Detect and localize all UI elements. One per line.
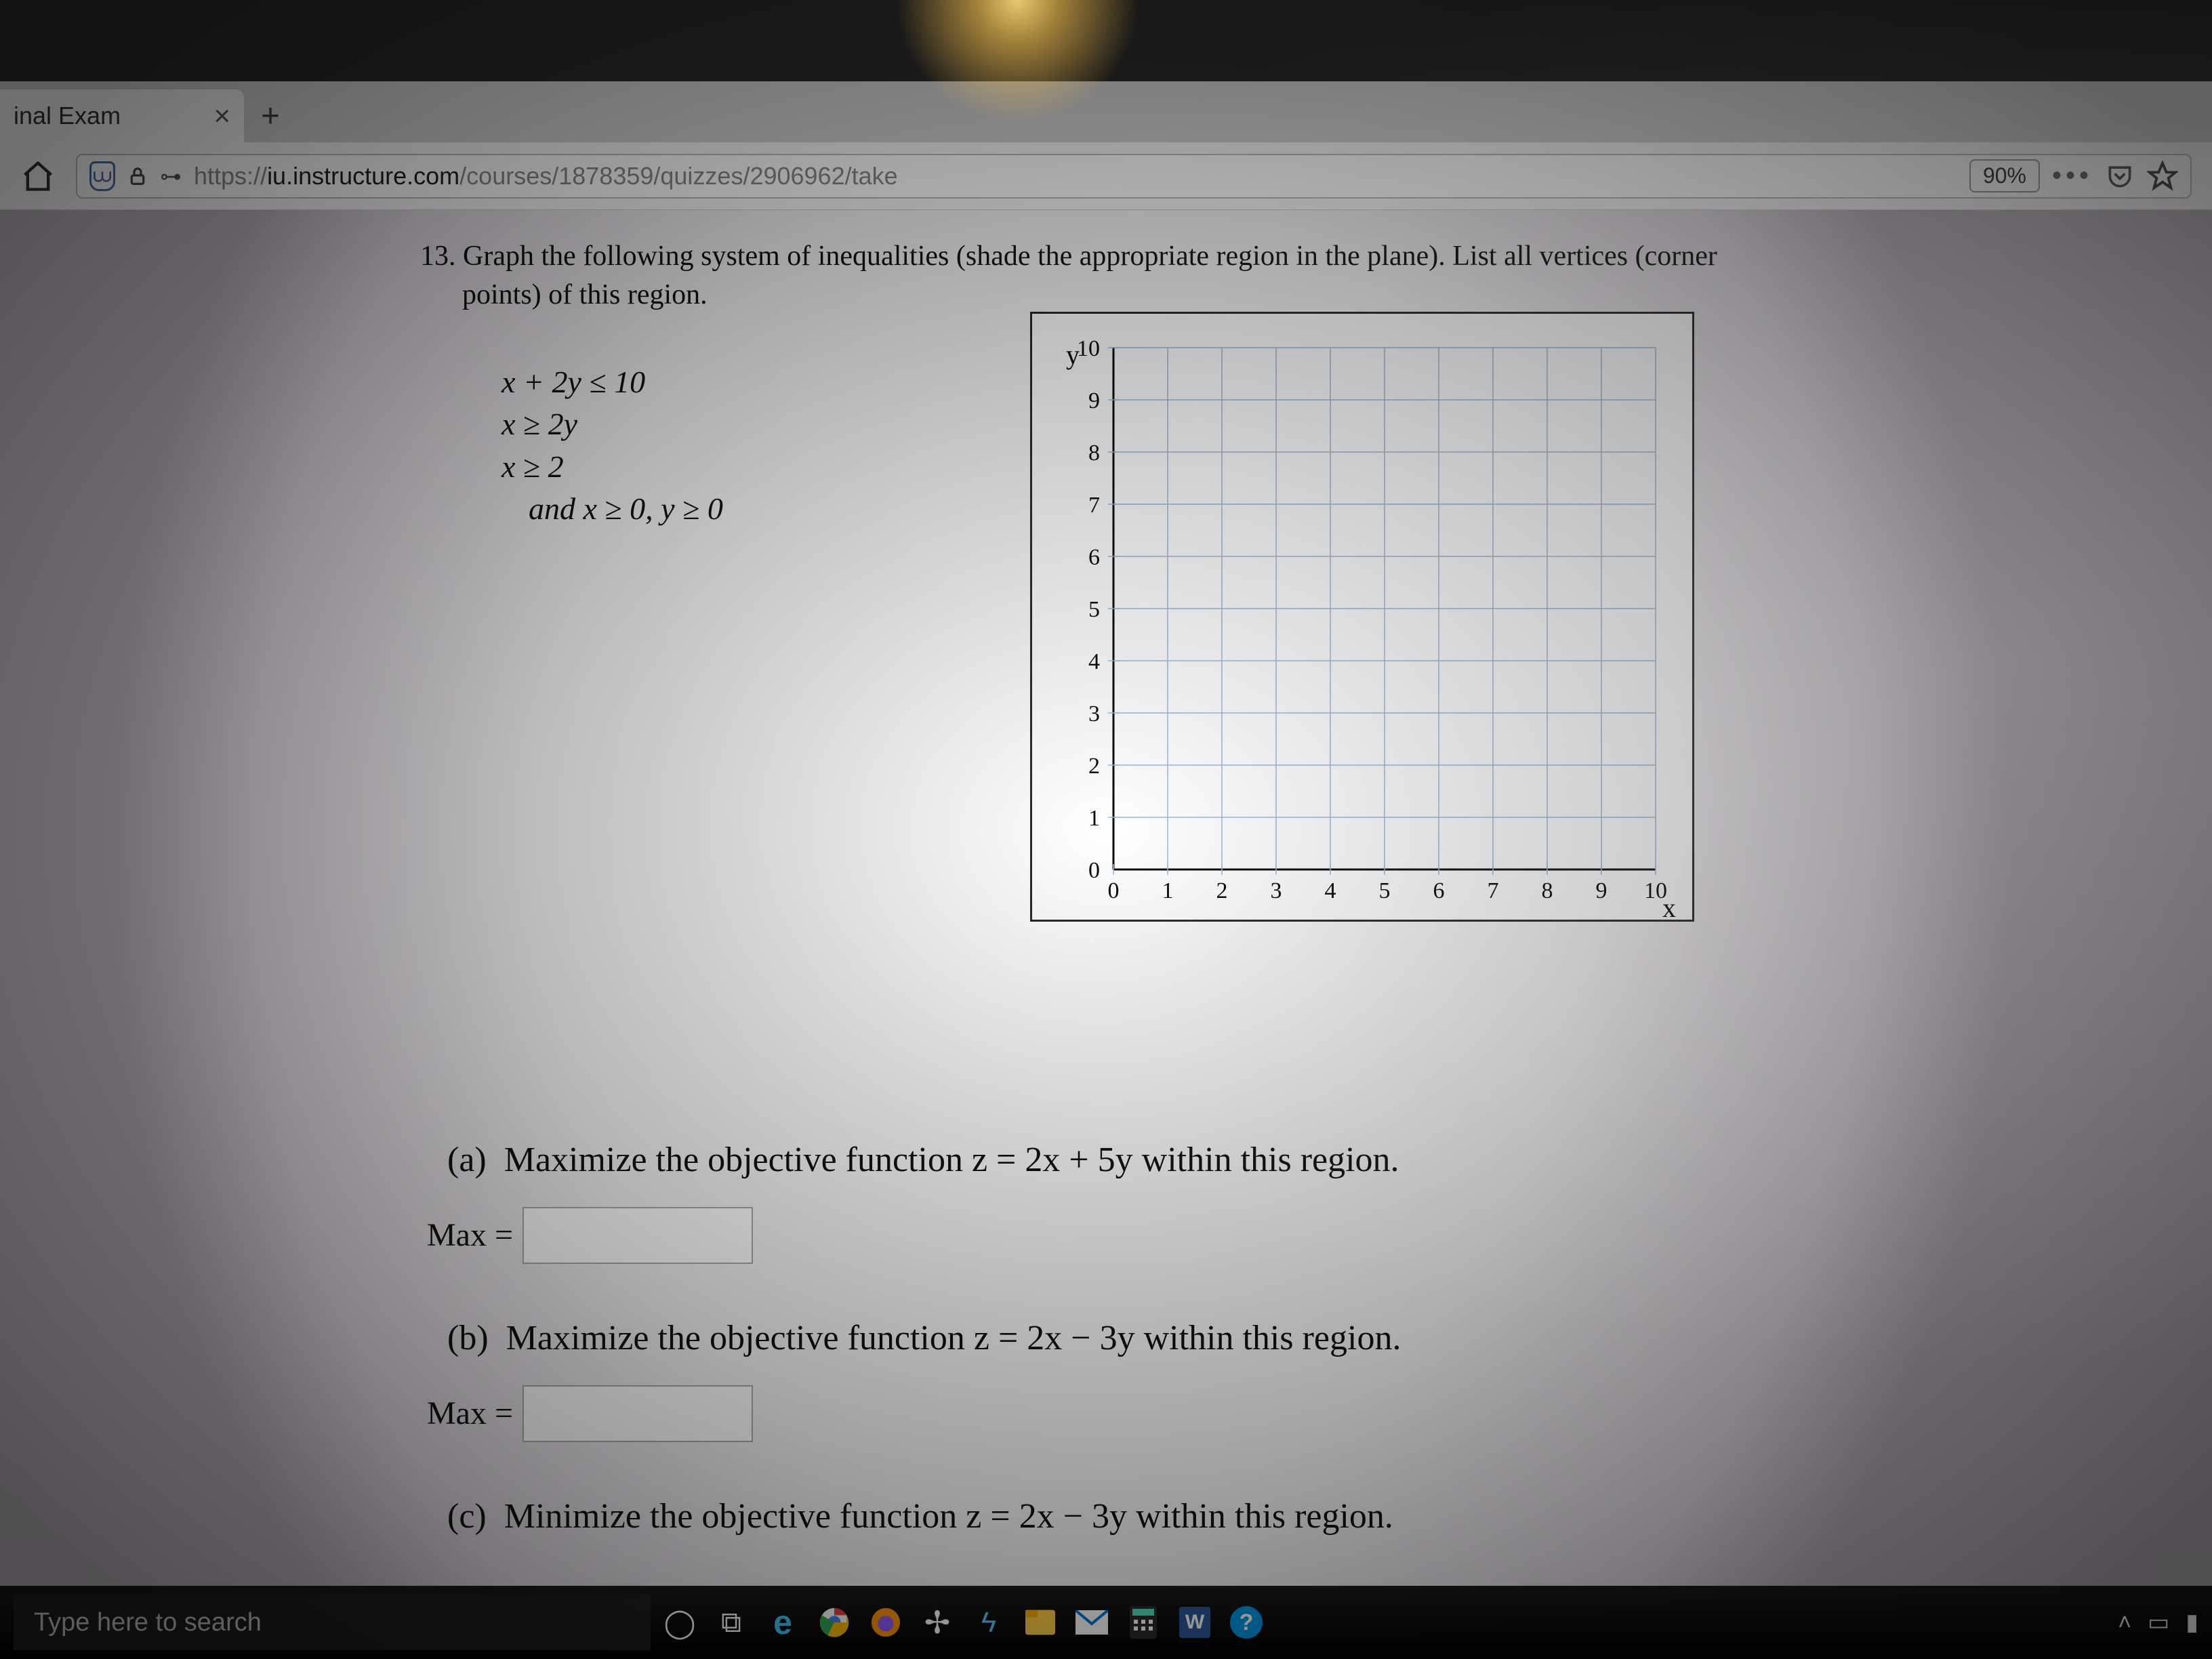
tab-title: inal Exam [14, 102, 121, 130]
battery-icon[interactable]: ▮ [2186, 1609, 2198, 1636]
x-tick-labels: 012345678910 [1108, 878, 1668, 903]
answer-row-a: Max = [427, 1207, 1898, 1264]
word-icon[interactable]: W [1172, 1600, 1217, 1645]
svg-text:5: 5 [1379, 878, 1391, 903]
get-help-icon[interactable]: ? [1224, 1600, 1269, 1645]
svg-text:8: 8 [1542, 878, 1553, 903]
page-content: 13. Graph the following system of inequa… [0, 210, 2212, 1613]
permissions-icon[interactable]: ⊶ [160, 163, 182, 189]
svg-text:3: 3 [1271, 878, 1282, 903]
answer-label-b: Max = [427, 1395, 513, 1432]
bookmark-star-icon[interactable] [2147, 161, 2178, 192]
toolbar: ⩊ ⊶ https://iu.instructure.com/courses/1… [0, 142, 2212, 210]
question-prompt: 13. Graph the following system of inequa… [420, 237, 1803, 314]
lock-icon [127, 166, 148, 186]
svg-text:6: 6 [1433, 878, 1445, 903]
tab-strip: inal Exam × + [0, 81, 2212, 142]
taskbar: Type here to search ◯ ⧉ e ✢ ϟ W ? ˄ ▭ ▮ [0, 1586, 2212, 1659]
pocket-icon[interactable] [2105, 161, 2135, 191]
search-placeholder: Type here to search [34, 1608, 262, 1637]
page-actions-icon[interactable]: ••• [2052, 161, 2093, 191]
subparts: (a) Maximize the objective function z = … [420, 1140, 1898, 1536]
svg-text:9: 9 [1088, 388, 1100, 413]
y-tick-labels: 109876543210 [1077, 336, 1100, 883]
grid-lines [1113, 348, 1656, 869]
svg-text:1: 1 [1162, 878, 1174, 903]
file-explorer-icon[interactable] [1018, 1600, 1063, 1645]
svg-text:0: 0 [1088, 858, 1100, 883]
edge-icon[interactable]: e [760, 1600, 805, 1645]
svg-text:10: 10 [1077, 336, 1100, 361]
mail-icon[interactable] [1069, 1600, 1114, 1645]
svg-text:2: 2 [1088, 754, 1100, 779]
svg-text:6: 6 [1088, 545, 1100, 570]
graph-panel: 109876543210 012345678910 y x [1030, 312, 1694, 922]
app-icon-lightning[interactable]: ϟ [966, 1600, 1011, 1645]
svg-text:7: 7 [1088, 493, 1100, 518]
part-a: (a) Maximize the objective function z = … [447, 1140, 1898, 1180]
dropbox-icon[interactable]: ✢ [915, 1600, 960, 1645]
svg-text:1: 1 [1088, 806, 1100, 831]
answer-input-a[interactable] [523, 1207, 753, 1264]
answer-input-b[interactable] [523, 1385, 753, 1442]
svg-text:0: 0 [1108, 878, 1120, 903]
x-axis-label: x [1662, 893, 1676, 923]
address-bar[interactable]: ⩊ ⊶ https://iu.instructure.com/courses/1… [76, 154, 2192, 199]
browser-window: inal Exam × + ⩊ ⊶ https://iu.instructure… [0, 81, 2212, 1613]
svg-text:2: 2 [1216, 878, 1228, 903]
answer-row-b: Max = [427, 1385, 1898, 1442]
svg-text:4: 4 [1325, 878, 1336, 903]
svg-text:4: 4 [1088, 649, 1100, 674]
action-center-icon[interactable]: ▭ [2148, 1609, 2169, 1636]
tray-chevron-icon[interactable]: ˄ [2118, 1610, 2131, 1636]
svg-text:3: 3 [1088, 701, 1100, 726]
svg-text:5: 5 [1088, 597, 1100, 622]
svg-text:8: 8 [1088, 441, 1100, 466]
answer-label-a: Max = [427, 1216, 513, 1254]
task-view-icon[interactable]: ⧉ [709, 1600, 754, 1645]
zoom-indicator[interactable]: 90% [1969, 159, 2040, 192]
chrome-icon[interactable] [812, 1600, 857, 1645]
part-b: (b) Maximize the objective function z = … [447, 1318, 1898, 1358]
tracking-shield-icon[interactable]: ⩊ [89, 161, 115, 191]
svg-text:9: 9 [1596, 878, 1607, 903]
system-tray[interactable]: ˄ ▭ ▮ [2118, 1609, 2198, 1636]
browser-tab[interactable]: inal Exam × [0, 89, 244, 142]
cortana-icon[interactable]: ◯ [657, 1600, 702, 1645]
url-text: https://iu.instructure.com/courses/18783… [194, 162, 898, 190]
firefox-icon[interactable] [863, 1600, 908, 1645]
taskbar-search[interactable]: Type here to search [14, 1595, 651, 1650]
new-tab-button[interactable]: + [244, 89, 297, 142]
home-icon[interactable] [20, 159, 56, 194]
part-c: (c) Minimize the objective function z = … [447, 1496, 1898, 1536]
y-axis-label: y [1066, 340, 1080, 370]
close-tab-icon[interactable]: × [213, 100, 230, 132]
calculator-icon[interactable] [1121, 1600, 1166, 1645]
svg-text:7: 7 [1488, 878, 1499, 903]
